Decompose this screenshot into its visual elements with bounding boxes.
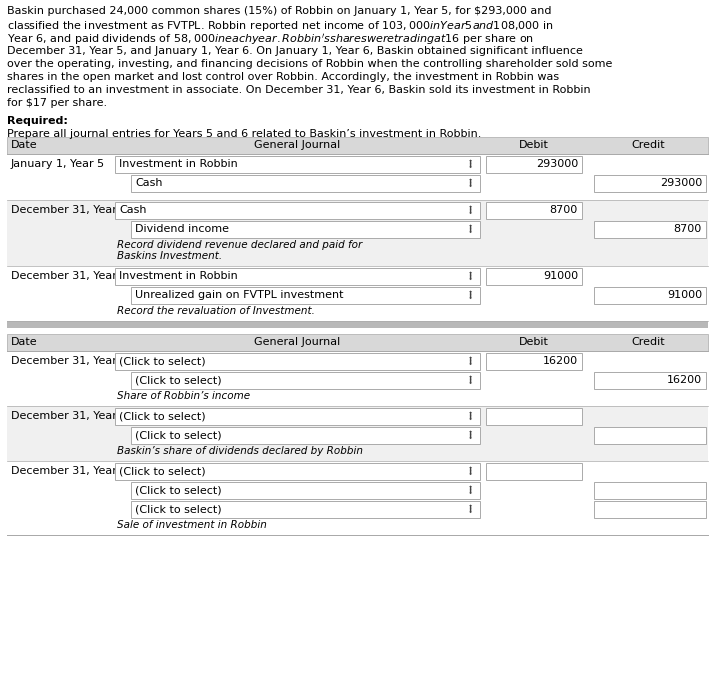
Bar: [594, 175, 706, 192]
Bar: [486, 463, 582, 480]
Text: ⬆
⬇: ⬆ ⬇: [468, 160, 473, 169]
Text: ⬆
⬇: ⬆ ⬇: [468, 376, 473, 385]
Text: 16200: 16200: [543, 357, 578, 366]
Text: Prepare all journal entries for Years 5 and 6 related to Baskin’s investment in : Prepare all journal entries for Years 5 …: [7, 129, 481, 139]
Text: Baskin’s share of dividends declared by Robbin: Baskin’s share of dividends declared by …: [117, 445, 363, 456]
Bar: [7, 461, 708, 534]
Bar: [7, 321, 708, 328]
Text: ⬆
⬇: ⬆ ⬇: [468, 225, 473, 234]
Bar: [131, 221, 480, 238]
Text: Cash: Cash: [119, 205, 147, 215]
Text: Credit: Credit: [631, 337, 665, 348]
Text: ⬆
⬇: ⬆ ⬇: [468, 206, 473, 215]
Bar: [486, 353, 582, 370]
Text: ⬆
⬇: ⬆ ⬇: [468, 467, 473, 475]
Text: ⬆
⬇: ⬆ ⬇: [468, 291, 473, 300]
Text: December 31, Year 5, and January 1, Year 6. On January 1, Year 6, Baskin obtaine: December 31, Year 5, and January 1, Year…: [7, 46, 583, 56]
Bar: [594, 287, 706, 304]
Bar: [594, 221, 706, 238]
Bar: [486, 268, 582, 285]
Text: 91000: 91000: [667, 291, 702, 300]
Text: Date: Date: [11, 337, 38, 348]
Bar: [7, 334, 708, 351]
Text: ⬆
⬇: ⬆ ⬇: [468, 272, 473, 281]
Text: December 31, Year 5: December 31, Year 5: [11, 205, 127, 215]
Text: Investment in Robbin: Investment in Robbin: [119, 271, 238, 281]
Text: December 31, Year 6: December 31, Year 6: [11, 466, 127, 476]
Bar: [7, 199, 708, 265]
Text: Debit: Debit: [519, 140, 549, 150]
Bar: [486, 408, 582, 425]
Text: Unrealized gain on FVTPL investment: Unrealized gain on FVTPL investment: [135, 291, 343, 300]
Text: January 1, Year 5: January 1, Year 5: [11, 159, 105, 170]
Text: 293000: 293000: [660, 179, 702, 188]
Bar: [115, 268, 480, 285]
Text: 8700: 8700: [674, 224, 702, 234]
Text: 8700: 8700: [550, 205, 578, 215]
Bar: [594, 482, 706, 499]
Bar: [131, 501, 480, 518]
Text: Record dividend revenue declared and paid for: Record dividend revenue declared and pai…: [117, 240, 363, 250]
Bar: [594, 427, 706, 444]
Text: 293000: 293000: [536, 159, 578, 170]
Text: over the operating, investing, and financing decisions of Robbin when the contro: over the operating, investing, and finan…: [7, 59, 612, 69]
Text: Dividend income: Dividend income: [135, 224, 229, 234]
Bar: [131, 427, 480, 444]
Text: Investment in Robbin: Investment in Robbin: [119, 159, 238, 170]
Bar: [131, 482, 480, 499]
Text: for $17 per share.: for $17 per share.: [7, 99, 107, 108]
Text: ⬆
⬇: ⬆ ⬇: [468, 357, 473, 366]
Text: ⬆
⬇: ⬆ ⬇: [468, 486, 473, 495]
Text: (Click to select): (Click to select): [119, 411, 206, 421]
Bar: [594, 372, 706, 389]
Bar: [486, 202, 582, 219]
Bar: [115, 463, 480, 480]
Text: ⬆
⬇: ⬆ ⬇: [468, 179, 473, 188]
Bar: [7, 137, 708, 154]
Text: General Journal: General Journal: [255, 337, 340, 348]
Bar: [115, 202, 480, 219]
Text: Baskins Investment.: Baskins Investment.: [117, 251, 222, 261]
Text: shares in the open market and lost control over Robbin. Accordingly, the investm: shares in the open market and lost contr…: [7, 72, 559, 82]
Text: General Journal: General Journal: [255, 140, 340, 150]
Text: (Click to select): (Click to select): [135, 430, 222, 441]
Bar: [7, 406, 708, 461]
Bar: [115, 353, 480, 370]
Text: (Click to select): (Click to select): [135, 485, 222, 496]
Text: December 31, Year 6: December 31, Year 6: [11, 411, 127, 421]
Text: (Click to select): (Click to select): [119, 357, 206, 366]
Text: 91000: 91000: [543, 271, 578, 281]
Text: Credit: Credit: [631, 140, 665, 150]
Bar: [115, 156, 480, 173]
Text: (Click to select): (Click to select): [119, 466, 206, 476]
Text: Share of Robbin’s income: Share of Robbin’s income: [117, 391, 250, 401]
Text: Record the revaluation of Investment.: Record the revaluation of Investment.: [117, 306, 315, 316]
Bar: [131, 175, 480, 192]
Text: 16200: 16200: [667, 375, 702, 385]
Bar: [486, 156, 582, 173]
Text: ⬆
⬇: ⬆ ⬇: [468, 412, 473, 420]
Bar: [7, 154, 708, 199]
Text: (Click to select): (Click to select): [135, 375, 222, 385]
Text: Cash: Cash: [135, 179, 162, 188]
Text: classified the investment as FVTPL. Robbin reported net income of $103,000 in Ye: classified the investment as FVTPL. Robb…: [7, 19, 553, 33]
Text: Year 6, and paid dividends of $58,000 in each year. Robbin's shares were trading: Year 6, and paid dividends of $58,000 in…: [7, 33, 534, 47]
Text: ⬆
⬇: ⬆ ⬇: [468, 431, 473, 440]
Text: Sale of investment in Robbin: Sale of investment in Robbin: [117, 520, 267, 530]
Bar: [131, 287, 480, 304]
Bar: [115, 408, 480, 425]
Bar: [7, 351, 708, 406]
Text: reclassified to an investment in associate. On December 31, Year 6, Baskin sold : reclassified to an investment in associa…: [7, 85, 591, 95]
Text: Baskin purchased 24,000 common shares (15%) of Robbin on January 1, Year 5, for : Baskin purchased 24,000 common shares (1…: [7, 6, 551, 16]
Bar: [594, 501, 706, 518]
Text: Date: Date: [11, 140, 38, 150]
Text: ⬆
⬇: ⬆ ⬇: [468, 505, 473, 514]
Text: December 31, Year 6: December 31, Year 6: [11, 357, 127, 366]
Text: December 31, Year 5: December 31, Year 5: [11, 271, 127, 281]
Text: Required:: Required:: [7, 115, 68, 126]
Text: (Click to select): (Click to select): [135, 505, 222, 514]
Bar: [131, 372, 480, 389]
Bar: [7, 265, 708, 321]
Text: Debit: Debit: [519, 337, 549, 348]
